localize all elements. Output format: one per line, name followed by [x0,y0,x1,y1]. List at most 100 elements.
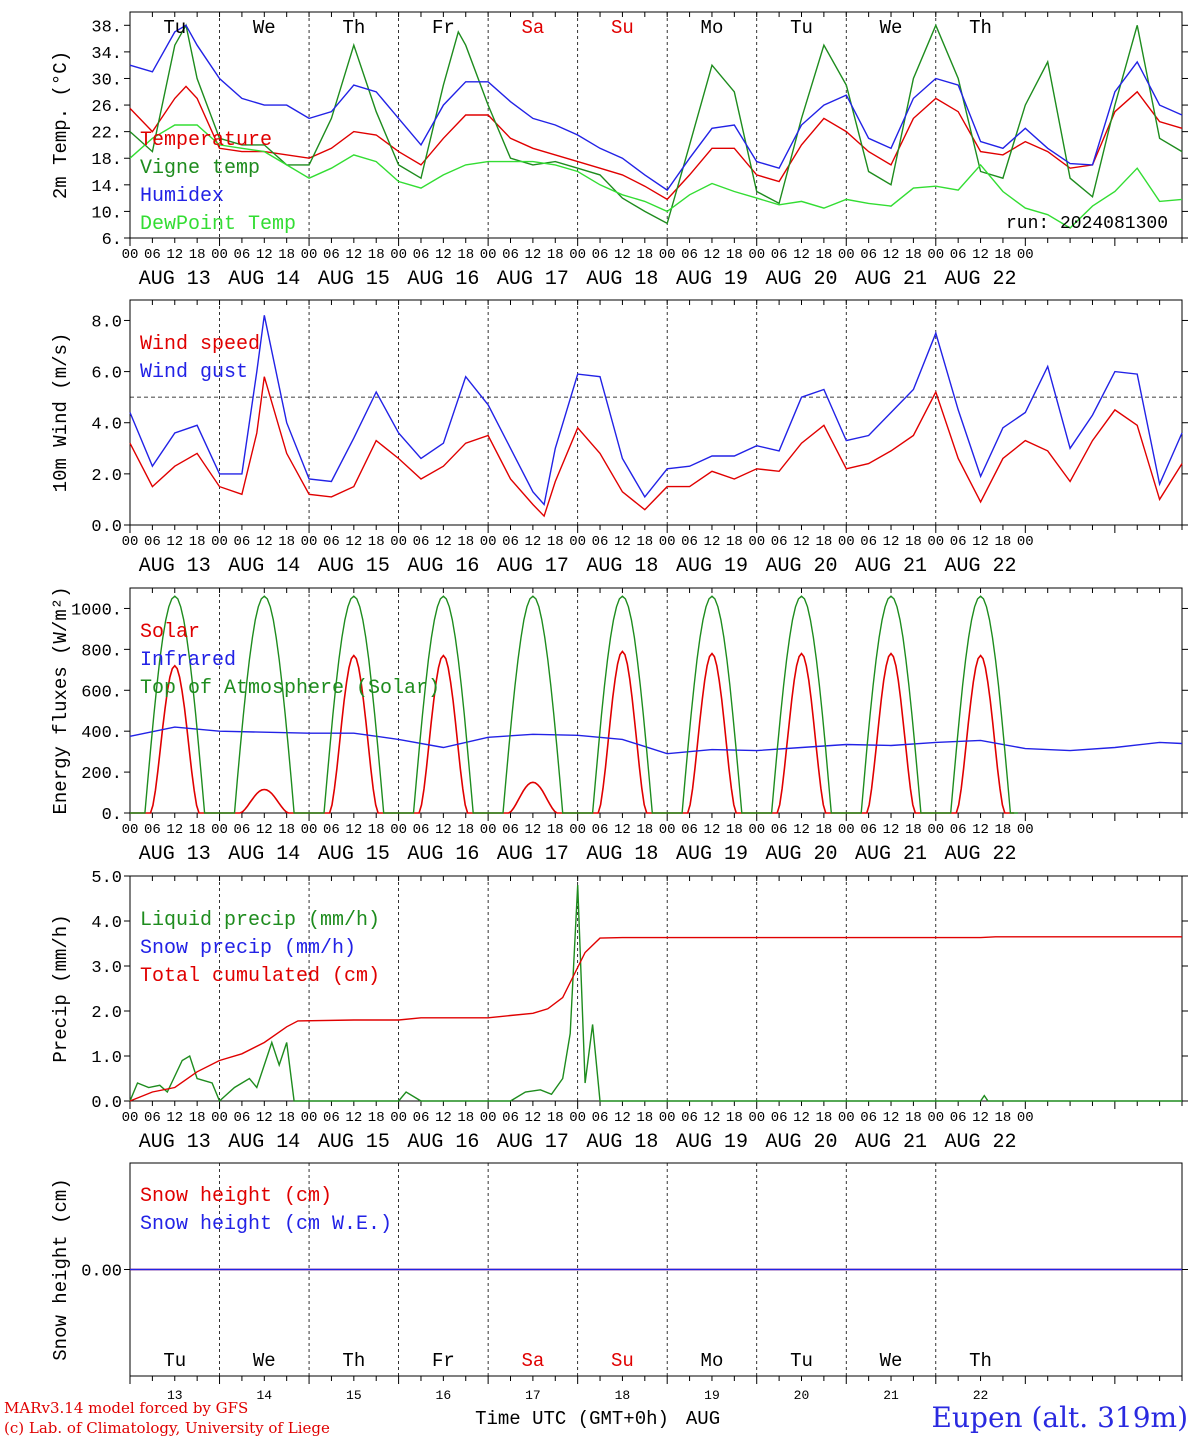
hour-tick-label: 00 [1017,822,1034,838]
hour-tick-label: 06 [323,534,340,550]
day-name-top: Mo [701,17,724,39]
date-number: 17 [525,1388,541,1403]
hour-tick-label: 12 [166,822,183,838]
hour-tick-label: 12 [972,1110,989,1126]
hour-tick-label: 18 [278,1110,295,1126]
y-tick-label: 4.0 [91,914,122,933]
y-tick-label: 2.0 [91,1004,122,1023]
series-dewpoint-temp [129,124,1183,229]
date-label: AUG 22 [945,843,1017,866]
hour-tick-label: 12 [883,1110,900,1126]
hour-tick-label: 00 [390,1110,407,1126]
hour-tick-label: 00 [569,534,586,550]
y-tick-label: 5.0 [91,869,122,888]
hour-tick-label: 12 [793,247,810,263]
day-name-top: Su [611,17,634,39]
day-name-bottom: We [253,1350,276,1372]
hour-tick-label: 18 [815,1110,832,1126]
hour-tick-label: 18 [905,534,922,550]
hour-tick-label: 00 [1017,1110,1034,1126]
hour-tick-label: 18 [278,822,295,838]
hour-tick-label: 12 [524,534,541,550]
y-tick-label: 10. [91,204,122,223]
hour-tick-label: 06 [323,822,340,838]
hour-tick-label: 18 [726,247,743,263]
hour-tick-label: 12 [166,1110,183,1126]
series-infrared [129,726,1183,755]
panel-3 [124,587,1188,821]
day-name-top: We [880,17,903,39]
hour-tick-label: 06 [144,822,161,838]
y-tick-label: 26. [91,98,122,117]
y-axis-label: 2m Temp. (°C) [50,51,72,199]
hour-tick-label: 12 [345,1110,362,1126]
hour-tick-label: 12 [972,822,989,838]
hour-tick-label: 00 [301,247,318,263]
series-liquid-precip-mm-h- [129,884,1182,1103]
hour-tick-label: 06 [234,1110,251,1126]
hour-tick-label: 06 [681,822,698,838]
day-name-top: Tu [163,17,186,39]
hour-tick-label: 12 [704,822,721,838]
hour-tick-label: 00 [748,534,765,550]
hour-tick-label: 12 [345,822,362,838]
hour-tick-label: 00 [211,534,228,550]
hour-tick-label: 18 [189,247,206,263]
hour-tick-label: 06 [323,1110,340,1126]
y-tick-label: 22. [91,125,122,144]
hour-tick-label: 18 [547,247,564,263]
y-axis-label: Snow height (cm) [50,1178,72,1360]
date-label: AUG 21 [855,1131,927,1154]
hour-tick-label: 00 [659,247,676,263]
hour-tick-label: 06 [592,247,609,263]
y-tick-label: 6. [102,231,122,250]
day-name-bottom: Mo [701,1350,724,1372]
hour-tick-label: 00 [838,822,855,838]
y-tick-label: 8.0 [91,313,122,332]
x-axis-month: AUG [686,1408,720,1430]
hour-tick-label: 06 [592,534,609,550]
date-label: AUG 14 [228,843,300,866]
hour-tick-label: 06 [323,247,340,263]
hour-tick-label: 18 [726,534,743,550]
hour-tick-label: 00 [748,822,765,838]
series-temperature [129,85,1183,201]
hour-tick-label: 18 [457,1110,474,1126]
hour-tick-label: 12 [256,1110,273,1126]
series-top-of-atmosphere-solar- [130,595,1018,814]
legend-entry: Humidex [140,185,224,208]
hour-tick-label: 06 [502,1110,519,1126]
day-name-bottom: We [880,1350,903,1372]
date-label: AUG 21 [855,268,927,291]
hour-tick-label: 12 [972,247,989,263]
date-label: AUG 22 [945,1131,1017,1154]
hour-tick-label: 00 [569,247,586,263]
day-name-top: Th [342,17,365,39]
hour-tick-label: 06 [771,822,788,838]
hour-tick-label: 06 [234,247,251,263]
hour-tick-label: 00 [211,822,228,838]
hour-tick-label: 06 [234,822,251,838]
hour-tick-label: 00 [122,1110,139,1126]
series-wind-gust [129,315,1183,507]
hour-tick-label: 06 [860,247,877,263]
hour-tick-label: 06 [413,247,430,263]
hour-tick-label: 18 [368,534,385,550]
y-tick-label: 30. [91,71,122,90]
hour-tick-label: 00 [211,1110,228,1126]
date-label: AUG 17 [497,1131,569,1154]
hour-tick-label: 12 [524,247,541,263]
hour-tick-label: 00 [659,534,676,550]
hour-tick-label: 00 [1017,247,1034,263]
y-axis-label: Precip (mm/h) [50,914,72,1062]
day-name-bottom: Tu [163,1350,186,1372]
day-name-top: Th [969,17,992,39]
hour-tick-label: 18 [457,247,474,263]
hour-tick-label: 18 [995,534,1012,550]
hour-tick-label: 12 [883,534,900,550]
lab-credit: (c) Lab. of Climatology, University of L… [4,1419,330,1437]
y-tick-label: 38. [91,18,122,37]
hour-tick-label: 06 [681,247,698,263]
date-label: AUG 13 [139,268,211,291]
